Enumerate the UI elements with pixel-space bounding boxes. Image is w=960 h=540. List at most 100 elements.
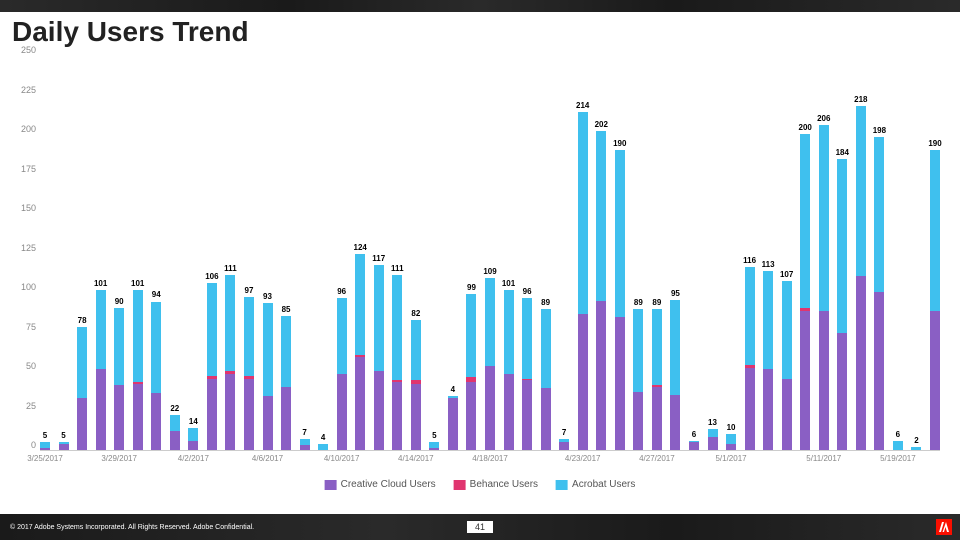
bar-group: 7	[559, 439, 569, 450]
bar-group: 88118206	[819, 125, 829, 450]
bar-segment-acrobat	[151, 302, 161, 394]
bar-segment-acrobat	[726, 434, 736, 443]
adobe-logo-icon	[936, 519, 952, 535]
bar-segment-creative	[244, 379, 254, 450]
bar-segment-creative	[170, 431, 180, 450]
bar-segment-creative	[151, 393, 161, 450]
bar-segment-acrobat	[930, 150, 940, 311]
x-tick: 4/23/2017	[565, 454, 601, 463]
x-tick: 3/29/2017	[101, 454, 137, 463]
bar-segment-acrobat	[708, 429, 718, 437]
bar-group: 4853101	[504, 290, 514, 450]
bar-segment-acrobat	[874, 137, 884, 292]
x-tick: 5/1/2017	[715, 454, 746, 463]
bar-segment-acrobat	[522, 298, 532, 379]
legend-swatch-icon	[454, 480, 466, 490]
bar-total-label: 5	[432, 431, 436, 440]
bar-total-label: 4	[321, 433, 325, 442]
bar-segment-acrobat	[392, 275, 402, 381]
bar-total-label: 89	[634, 298, 643, 307]
page-title: Daily Users Trend	[0, 12, 960, 48]
legend-item: Creative Cloud Users	[325, 479, 436, 490]
bar-segment-creative	[652, 387, 662, 450]
y-tick: 200	[21, 124, 36, 134]
bar-group: 10098198	[874, 137, 884, 450]
y-tick: 0	[31, 440, 36, 450]
bar-total-label: 184	[836, 148, 849, 157]
bar-group: 88102190	[930, 150, 940, 450]
y-tick: 25	[26, 401, 36, 411]
bar-total-label: 190	[613, 139, 626, 148]
bar-total-label: 22	[170, 404, 179, 413]
bar-group: 455097	[244, 297, 254, 450]
bar-segment-acrobat	[819, 125, 829, 311]
bar-group: 86128214	[578, 112, 588, 450]
y-tick: 125	[21, 243, 36, 253]
y-axis: 0255075100125150175200225250	[10, 56, 38, 451]
bar-group: 4559106	[207, 283, 217, 450]
y-tick: 250	[21, 45, 36, 55]
bar-segment-acrobat	[745, 267, 755, 365]
bar-segment-creative	[411, 384, 421, 450]
bar-segment-acrobat	[114, 308, 124, 385]
bar-segment-creative	[745, 368, 755, 450]
daily-users-chart: 0255075100125150175200225250 55334578515…	[10, 56, 950, 496]
bar-segment-acrobat	[318, 444, 328, 450]
bar-total-label: 6	[896, 430, 900, 439]
bar-segment-acrobat	[337, 298, 347, 374]
bar-group: 5067117	[374, 265, 384, 450]
bar-segment-creative	[263, 396, 273, 450]
bar-segment-creative	[615, 317, 625, 450]
bar-group: 4367111	[392, 275, 402, 450]
x-tick: 4/10/2017	[324, 454, 360, 463]
bar-segment-acrobat	[763, 271, 773, 369]
bar-segment-acrobat	[800, 134, 810, 308]
bar-group: 445196	[522, 298, 532, 450]
bar-segment-acrobat	[188, 428, 198, 441]
bar-segment-creative	[633, 392, 643, 450]
bar-group: 5	[40, 442, 50, 450]
bar-segment-acrobat	[578, 112, 588, 314]
bar-segment-acrobat	[911, 447, 921, 450]
bar-segment-creative	[485, 366, 495, 450]
bar-segment-acrobat	[133, 290, 143, 382]
bar-segment-creative	[726, 444, 736, 450]
bar-total-label: 214	[576, 101, 589, 110]
bar-total-label: 2	[914, 436, 918, 445]
bar-group: 395089	[541, 309, 551, 450]
y-tick: 75	[26, 322, 36, 332]
x-tick: 4/27/2017	[639, 454, 675, 463]
bar-group: 4	[318, 444, 328, 450]
bar-group: 4861111	[225, 275, 235, 450]
bar-group: 14	[188, 428, 198, 450]
bar-total-label: 124	[354, 243, 367, 252]
bar-segment-creative	[300, 445, 310, 450]
bar-total-label: 94	[152, 290, 161, 299]
y-tick: 225	[21, 85, 36, 95]
legend-label: Creative Cloud Users	[341, 479, 436, 490]
bar-group: 5162113	[763, 271, 773, 450]
bar-segment-creative	[763, 369, 773, 450]
bar-segment-creative	[578, 314, 588, 450]
bar-segment-acrobat	[263, 303, 273, 396]
bar-total-label: 13	[708, 418, 717, 427]
x-tick: 4/2/2017	[178, 454, 209, 463]
bar-segment-creative	[337, 374, 347, 450]
bar-group: 345993	[263, 303, 273, 450]
bar-segment-creative	[596, 301, 606, 450]
bar-segment-acrobat	[355, 254, 365, 355]
plot-area: 5533457851501014149904258101365894221445…	[40, 56, 940, 451]
bar-total-label: 14	[189, 417, 198, 426]
copyright-text: © 2017 Adobe Systems Incorporated. All R…	[0, 524, 254, 531]
bar-segment-creative	[837, 333, 847, 450]
legend-label: Acrobat Users	[572, 479, 635, 490]
bar-total-label: 90	[115, 297, 124, 306]
legend-item: Behance Users	[454, 479, 538, 490]
bar-group: 5	[59, 442, 69, 450]
bar-segment-acrobat	[652, 309, 662, 385]
bar-group: 423882	[411, 320, 421, 450]
bar-segment-acrobat	[281, 316, 291, 387]
bar-total-label: 107	[780, 270, 793, 279]
bar-group: 404585	[281, 316, 291, 450]
bar-segment-creative	[96, 369, 106, 450]
